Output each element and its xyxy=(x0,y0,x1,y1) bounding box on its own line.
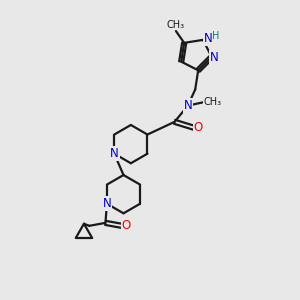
Text: N: N xyxy=(103,197,111,210)
Text: N: N xyxy=(210,51,219,64)
Text: CH₃: CH₃ xyxy=(204,97,222,107)
Text: O: O xyxy=(194,121,203,134)
Text: O: O xyxy=(122,219,131,232)
Text: N: N xyxy=(110,147,119,160)
Text: CH₃: CH₃ xyxy=(167,20,185,30)
Text: N: N xyxy=(204,32,213,45)
Text: H: H xyxy=(212,31,220,41)
Text: N: N xyxy=(184,99,192,112)
